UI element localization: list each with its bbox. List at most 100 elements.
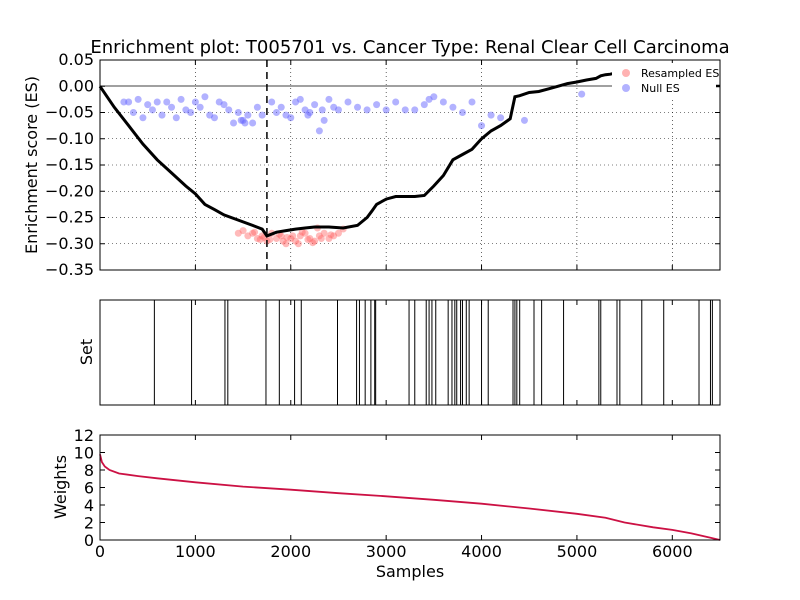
es-ytick-label: −0.05: [45, 103, 94, 122]
null-es-point: [373, 101, 381, 109]
legend-null-label: Null ES: [641, 82, 680, 95]
resampled-es-point: [306, 235, 314, 242]
weights-ytick-label: 4: [84, 496, 94, 515]
resampled-es-point: [282, 240, 290, 248]
null-es-point: [177, 95, 185, 103]
set-x-ticks: [99, 300, 673, 405]
null-es-point: [187, 109, 195, 116]
es-ytick-label: −0.10: [45, 129, 94, 148]
resampled-es-point: [317, 235, 325, 242]
set-ylabel: Set: [77, 339, 96, 365]
x-tick-label: 3000: [366, 542, 407, 561]
null-es-point: [153, 98, 161, 106]
null-es-point: [210, 114, 218, 122]
resampled-es-point: [289, 232, 297, 240]
null-es-point: [144, 101, 152, 109]
null-es-point: [449, 103, 457, 111]
null-es-point: [158, 111, 166, 119]
es-y-ticks: 0.05 0.00 −0.05 −0.10 −0.15 −0.20 −0.25 −0.30 −0…: [45, 50, 720, 279]
weights-ytick-label: 6: [84, 479, 94, 498]
legend-null-marker: [622, 84, 630, 92]
resampled-es-point: [256, 236, 264, 244]
null-es-point: [168, 103, 176, 111]
set-frame: [99, 299, 721, 406]
null-es-point: [478, 122, 486, 130]
null-es-point: [420, 101, 428, 109]
x-tick-label: 4000: [461, 542, 502, 561]
resampled-es-point: [304, 236, 312, 244]
legend-resampled-marker: [622, 69, 630, 77]
weights-ytick-label: 0: [84, 531, 94, 550]
null-es-point: [325, 95, 333, 103]
null-es-point: [172, 114, 180, 122]
null-es-point: [287, 114, 295, 122]
es-ytick-label: −0.25: [45, 208, 94, 227]
null-es-point: [268, 98, 276, 106]
null-es-point: [468, 98, 476, 106]
resampled-es-point: [311, 237, 319, 245]
resampled-es-point: [334, 229, 342, 237]
legend-box: [612, 63, 716, 97]
null-es-point: [139, 114, 147, 122]
null-es-point: [487, 111, 495, 119]
resampled-es-point: [244, 232, 252, 240]
es-ytick-label: 0.00: [58, 76, 94, 95]
x-tick-label: 5000: [557, 542, 598, 561]
null-es-point: [241, 119, 249, 127]
null-es-point: [401, 106, 409, 114]
resampled-es-point: [239, 227, 247, 235]
null-es-point: [249, 119, 257, 127]
null-es-point: [244, 111, 252, 119]
null-es-point: [148, 106, 156, 114]
resampled-es-point: [327, 231, 335, 239]
null-es-point: [191, 98, 199, 106]
null-es-point: [382, 106, 390, 114]
resampled-es-point: [234, 229, 242, 237]
chart-title: Enrichment plot: T005701 vs. Cancer Type…: [90, 37, 729, 58]
legend-resampled-label: Resampled ES: [641, 67, 719, 80]
weights-ytick-label: 10: [74, 444, 94, 463]
resampled-es-point: [253, 235, 261, 242]
null-es-point: [129, 109, 137, 116]
resampled-es-point: [272, 235, 280, 242]
null-es-point: [578, 90, 586, 98]
null-es-point: [304, 111, 312, 119]
null-es-point: [318, 106, 326, 114]
set-hit-lines: [153, 300, 713, 405]
es-legend: Resampled ES Null ES: [612, 63, 719, 97]
null-es-point: [220, 101, 228, 109]
resampled-es-point: [283, 233, 291, 241]
weights-line: [99, 454, 721, 541]
null-es-point: [225, 106, 233, 114]
resampled-es-point: [330, 232, 338, 240]
resampled-es-point: [325, 235, 333, 242]
resampled-es-point: [249, 229, 257, 237]
resampled-es-point: [266, 236, 274, 244]
null-es-point: [296, 95, 304, 103]
x-tick-label: 6000: [652, 542, 693, 561]
es-panel: 0.05 0.00 −0.05 −0.10 −0.15 −0.20 −0.25 −0.30 −0…: [22, 50, 721, 279]
es-ytick-label: −0.30: [45, 234, 94, 253]
resampled-es-point: [279, 237, 287, 245]
null-es-point: [392, 98, 400, 106]
null-es-point: [334, 106, 342, 114]
es-running-line: [98, 71, 616, 238]
es-ytick-label: −0.35: [45, 260, 94, 279]
resampled-es-point: [315, 232, 323, 240]
null-es-point: [311, 101, 319, 109]
weights-ylabel: Weights: [51, 455, 70, 519]
es-grid: [100, 60, 720, 270]
null-es-point: [411, 106, 419, 114]
null-es-point: [497, 114, 505, 122]
x-axis-label: Samples: [376, 562, 444, 581]
es-x-ticks: [99, 60, 673, 270]
null-es-point: [425, 95, 433, 103]
null-es-point: [320, 116, 328, 124]
weights-x-ticks: 0 1000 2000 3000 4000 5000 6000: [95, 435, 693, 561]
weights-ytick-label: 8: [84, 461, 94, 480]
x-tick-label: 1000: [175, 542, 216, 561]
es-ytick-label: 0.05: [58, 50, 94, 69]
resampled-es-point: [251, 228, 259, 236]
